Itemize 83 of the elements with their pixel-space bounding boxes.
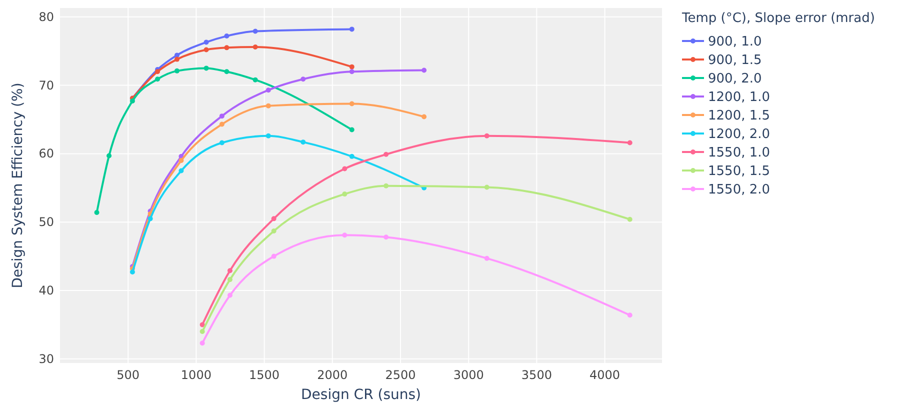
point	[384, 152, 389, 157]
x-tick-label: 1000	[180, 368, 212, 382]
point	[349, 127, 354, 132]
point	[227, 277, 232, 282]
x-tick-label: 1500	[249, 368, 280, 382]
point	[349, 26, 354, 32]
point	[252, 77, 258, 82]
y-tick-label: 80	[38, 10, 54, 24]
legend-label: 1550, 1.0	[708, 146, 770, 160]
legend-label: 900, 1.0	[708, 34, 762, 50]
point	[300, 140, 306, 145]
point	[384, 234, 389, 240]
x-axis-title: Design CR (suns)	[301, 387, 421, 403]
legend-label: 1200, 1.0	[708, 90, 770, 105]
point	[219, 140, 224, 146]
x-tick-label: 4000	[590, 368, 620, 382]
point	[271, 216, 276, 222]
point	[266, 103, 271, 108]
point	[200, 322, 205, 328]
point	[219, 122, 224, 127]
point	[204, 66, 209, 71]
legend-label: 1200, 1.5	[708, 108, 770, 124]
point	[349, 101, 354, 106]
legend-label: 1550, 1.5	[708, 164, 770, 179]
legend-label: 900, 1.5	[708, 53, 762, 68]
point	[106, 153, 112, 158]
point	[349, 154, 354, 159]
y-tick-label: 50	[38, 215, 54, 230]
point	[300, 76, 306, 82]
point	[349, 69, 354, 74]
point	[130, 270, 135, 275]
point	[627, 312, 632, 318]
point	[219, 114, 224, 119]
point	[271, 228, 276, 234]
point	[384, 183, 389, 188]
legend-label: 1550, 2.0	[708, 182, 770, 198]
point	[130, 98, 135, 104]
x-tick-label: 2500	[385, 368, 416, 382]
point	[266, 133, 271, 138]
point	[484, 133, 490, 138]
point	[342, 166, 348, 172]
point	[174, 52, 180, 58]
point	[200, 329, 205, 334]
legend-label: 900, 2.0	[708, 72, 762, 86]
point	[224, 45, 230, 50]
point	[484, 184, 490, 190]
point	[342, 232, 348, 238]
point	[252, 28, 258, 34]
x-tick-label: 2000	[317, 368, 348, 382]
point	[627, 216, 632, 222]
point	[266, 88, 271, 93]
point	[227, 292, 232, 298]
point	[204, 47, 209, 52]
point	[422, 114, 427, 120]
point	[349, 64, 354, 70]
point	[484, 256, 490, 261]
point	[178, 168, 184, 174]
y-tick-label: 60	[38, 146, 54, 161]
y-axis-title: Design System Efficiency (%)	[10, 82, 26, 288]
point	[148, 216, 153, 222]
point	[227, 268, 232, 274]
point	[224, 34, 230, 39]
x-tick-label: 500	[116, 368, 140, 382]
point	[204, 40, 209, 45]
point	[342, 192, 348, 197]
point	[174, 68, 180, 74]
point	[252, 44, 258, 50]
legend-label: 1200, 2.0	[708, 127, 770, 142]
point	[155, 76, 160, 82]
point	[178, 158, 184, 164]
point	[200, 340, 205, 346]
point	[224, 69, 230, 74]
point	[627, 140, 632, 146]
x-tick-label: 3000	[453, 368, 484, 382]
point	[271, 254, 276, 259]
point	[422, 68, 427, 73]
point	[174, 56, 180, 62]
point	[94, 210, 100, 216]
y-tick-label: 70	[38, 78, 54, 92]
legend-title: Temp (°C), Slope error (mrad)	[681, 11, 875, 26]
y-tick-label: 40	[38, 283, 54, 298]
x-tick-label: 3500	[521, 368, 552, 382]
y-tick-label: 30	[38, 352, 54, 366]
